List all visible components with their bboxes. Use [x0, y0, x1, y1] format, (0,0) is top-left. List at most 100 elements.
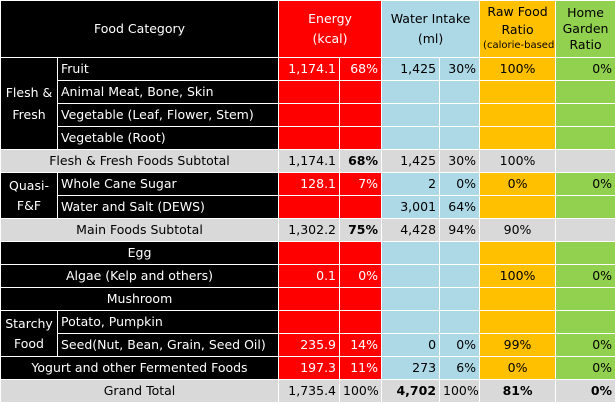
table-row-main-subtotal: Main Foods Subtotal 1,302.2 75% 4,428 94…	[0, 218, 615, 242]
header-raw-title2: Ratio	[501, 22, 534, 37]
energy-percent: 0%	[339, 264, 383, 288]
energy-value: 128.1	[278, 172, 341, 196]
water-value	[381, 80, 441, 104]
water-percent	[439, 264, 481, 288]
table-row-potato: Starchy Food Potato, Pumpkin	[0, 310, 615, 357]
row-label: Vegetable (Leaf, Flower, Stem)	[56, 103, 280, 127]
garden-ratio	[555, 80, 615, 104]
water-value: 4,428	[381, 218, 441, 242]
energy-percent: 68%	[339, 57, 383, 81]
raw-ratio: 90%	[479, 218, 557, 242]
energy-value: 197.3	[278, 356, 341, 380]
row-label: Main Foods Subtotal	[0, 218, 280, 242]
row-label: Fruit	[56, 57, 280, 81]
table-row-mushroom: Mushroom	[0, 287, 615, 311]
water-value	[381, 264, 441, 288]
energy-value	[278, 195, 341, 219]
row-label: Vegetable (Root)	[56, 126, 280, 150]
table-row-fruit: Flesh & Fresh Fruit 1,174.1 68% 1,425 30…	[0, 57, 615, 150]
energy-value: 1,735.4	[278, 379, 341, 403]
water-percent: 94%	[439, 218, 481, 242]
water-value: 1,425	[381, 149, 441, 173]
energy-value: 1,174.1	[278, 149, 341, 173]
garden-ratio: 0%	[555, 264, 615, 288]
header-raw-title1: Raw Food	[487, 4, 548, 19]
raw-ratio	[479, 126, 557, 150]
garden-ratio	[555, 195, 615, 219]
garden-ratio	[555, 149, 615, 173]
raw-ratio	[479, 195, 557, 219]
water-value	[381, 287, 441, 311]
energy-value: 1,174.1	[278, 57, 341, 81]
header-garden-title2: Garden	[562, 21, 609, 36]
raw-ratio	[479, 287, 557, 311]
header-food-category: Food Category	[0, 0, 280, 58]
water-percent	[439, 241, 481, 265]
table-row-flesh-subtotal: Flesh & Fresh Foods Subtotal 1,174.1 68%…	[0, 149, 615, 173]
garden-ratio	[555, 126, 615, 150]
row-label: Water and Salt (DEWS)	[56, 195, 280, 219]
table-row-seed: Seed(Nut, Bean, Grain, Seed Oil) 235.9 1…	[1, 333, 615, 357]
header-garden-title3: Ratio	[569, 37, 602, 52]
energy-value	[278, 241, 341, 265]
water-value: 0	[381, 333, 441, 357]
header-home-garden-ratio: Home Garden Ratio	[555, 0, 615, 58]
energy-percent: 68%	[339, 149, 383, 173]
energy-value: 235.9	[278, 333, 341, 357]
header-energy: Energy (kcal)	[278, 0, 383, 58]
energy-percent: 11%	[339, 356, 383, 380]
water-percent	[439, 287, 481, 311]
group-label-starchy: Starchy Food	[0, 310, 58, 357]
water-percent: 0%	[439, 172, 481, 196]
group-label-flesh-fresh: Flesh & Fresh	[0, 57, 58, 150]
raw-ratio	[479, 241, 557, 265]
water-value: 1,425	[381, 57, 441, 81]
row-label: Algae (Kelp and others)	[0, 264, 280, 288]
garden-ratio	[555, 287, 615, 311]
energy-percent	[339, 103, 383, 127]
water-percent: 30%	[439, 57, 481, 81]
header-energy-title: Energy	[308, 11, 352, 26]
table-row-animal-meat: Animal Meat, Bone, Skin	[1, 80, 615, 104]
energy-value: 0.1	[278, 264, 341, 288]
energy-percent	[339, 241, 383, 265]
table-row-water-salt: Water and Salt (DEWS) 3,001 64%	[1, 195, 615, 219]
water-value	[381, 310, 441, 334]
energy-value	[278, 103, 341, 127]
header-raw-food-ratio: Raw Food Ratio (calorie-based)	[479, 0, 557, 58]
table-row-vegetable-root: Vegetable (Root)	[1, 126, 615, 150]
table-row-egg: Egg	[0, 241, 615, 265]
water-percent	[439, 126, 481, 150]
water-value: 3,001	[381, 195, 441, 219]
row-label: Whole Cane Sugar	[56, 172, 280, 196]
garden-ratio: 0%	[555, 172, 615, 196]
header-row: Food Category Energy (kcal) Water Intake…	[0, 0, 615, 58]
energy-percent	[339, 126, 383, 150]
water-value: 4,702	[381, 379, 441, 403]
raw-ratio	[479, 310, 557, 334]
energy-value	[278, 126, 341, 150]
garden-ratio: 0%	[555, 379, 615, 403]
garden-ratio: 0%	[555, 356, 615, 380]
water-percent	[439, 80, 481, 104]
energy-percent: 14%	[339, 333, 383, 357]
raw-ratio: 0%	[479, 172, 557, 196]
table-row-vegetable-leaf: Vegetable (Leaf, Flower, Stem)	[1, 103, 615, 127]
row-label: Egg	[0, 241, 280, 265]
energy-percent: 100%	[339, 379, 383, 403]
row-label: Yogurt and other Fermented Foods	[0, 356, 280, 380]
garden-ratio	[555, 241, 615, 265]
table-row-yogurt: Yogurt and other Fermented Foods 197.3 1…	[0, 356, 615, 380]
header-water-title: Water Intake	[390, 11, 471, 26]
header-energy-unit: (kcal)	[312, 31, 348, 46]
water-percent: 30%	[439, 149, 481, 173]
raw-ratio	[479, 103, 557, 127]
raw-ratio	[479, 80, 557, 104]
energy-percent: 75%	[339, 218, 383, 242]
energy-value	[278, 287, 341, 311]
row-label: Seed(Nut, Bean, Grain, Seed Oil)	[56, 333, 280, 357]
water-value	[381, 126, 441, 150]
water-percent: 6%	[439, 356, 481, 380]
header-garden-title1: Home	[567, 5, 604, 20]
